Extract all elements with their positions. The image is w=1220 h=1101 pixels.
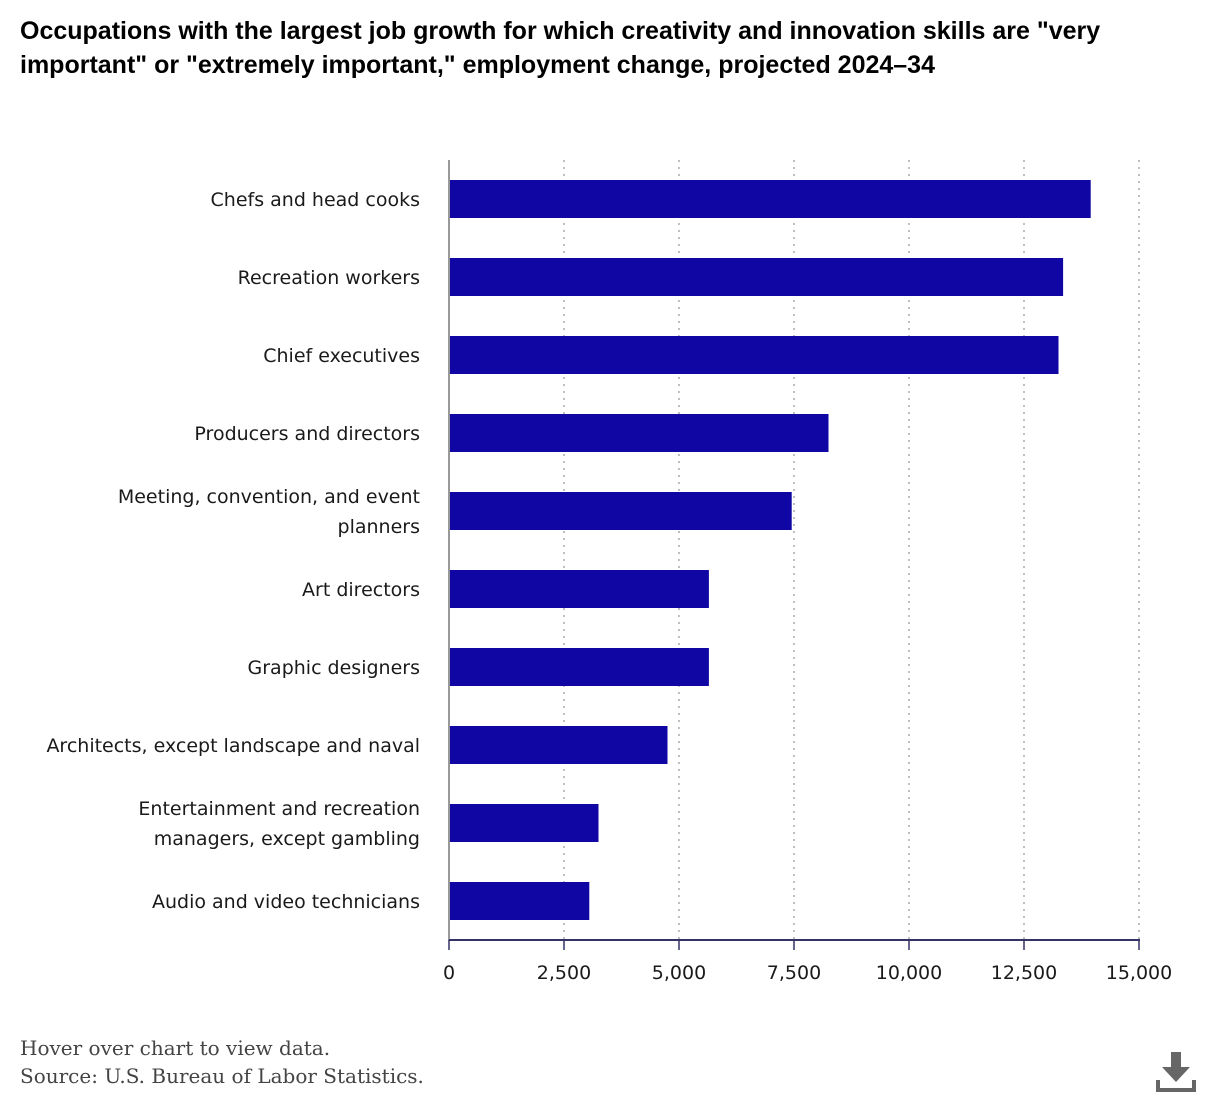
x-tick-labels: 0 2,500 5,000 7,500 10,000 12,500 15,000 bbox=[443, 962, 1172, 984]
category-label-line: Audio and video technicians bbox=[152, 891, 420, 913]
category-label-line: Entertainment and recreation bbox=[138, 798, 420, 820]
x-tick-label: 15,000 bbox=[1106, 962, 1172, 984]
category-label: Chefs and head cooks bbox=[211, 189, 420, 211]
category-label: Producers and directors bbox=[194, 423, 420, 445]
bar[interactable] bbox=[450, 414, 829, 452]
bar[interactable] bbox=[450, 882, 590, 920]
category-labels: Chefs and head cooks Recreation workers Ch… bbox=[46, 189, 420, 913]
category-label-line: Graphic designers bbox=[248, 657, 420, 679]
x-tick-label: 7,500 bbox=[767, 962, 821, 984]
category-label-line: Architects, except landscape and naval bbox=[46, 735, 420, 757]
bar[interactable] bbox=[450, 726, 668, 764]
bar[interactable] bbox=[450, 492, 792, 530]
source-note: Source: U.S. Bureau of Labor Statistics. bbox=[20, 1064, 424, 1088]
category-label: Entertainment and recreation managers, ex… bbox=[138, 798, 420, 850]
category-label-line: Meeting, convention, and event bbox=[118, 486, 420, 508]
chart-title: Occupations with the largest job growth … bbox=[20, 17, 1101, 79]
category-label-line: Art directors bbox=[302, 579, 420, 601]
category-label: Recreation workers bbox=[238, 267, 420, 289]
category-label-line: managers, except gambling bbox=[154, 828, 420, 850]
x-tick-label: 10,000 bbox=[876, 962, 942, 984]
x-tick-label: 0 bbox=[443, 962, 455, 984]
category-label: Chief executives bbox=[263, 345, 420, 367]
bar[interactable] bbox=[450, 336, 1059, 374]
x-axis bbox=[448, 160, 1140, 950]
bar[interactable] bbox=[450, 180, 1091, 218]
x-tick-label: 5,000 bbox=[652, 962, 706, 984]
bar[interactable] bbox=[450, 258, 1064, 296]
category-label-line: Producers and directors bbox=[194, 423, 420, 445]
category-label: Architects, except landscape and naval bbox=[46, 735, 420, 757]
category-label-line: planners bbox=[338, 516, 420, 538]
bar[interactable] bbox=[450, 648, 709, 686]
bar[interactable] bbox=[450, 804, 599, 842]
category-label: Audio and video technicians bbox=[152, 891, 420, 913]
bar[interactable] bbox=[450, 570, 709, 608]
hover-note: Hover over chart to view data. bbox=[20, 1036, 331, 1060]
category-label: Art directors bbox=[302, 579, 420, 601]
chart-footer: Hover over chart to view data. Source: U… bbox=[20, 1034, 424, 1090]
bars bbox=[450, 180, 1091, 920]
download-icon bbox=[1156, 1052, 1196, 1092]
category-label-line: Chief executives bbox=[263, 345, 420, 367]
category-label: Graphic designers bbox=[248, 657, 420, 679]
category-label: Meeting, convention, and event planners bbox=[118, 486, 420, 538]
category-label-line: Chefs and head cooks bbox=[211, 189, 420, 211]
category-label-line: Recreation workers bbox=[238, 267, 420, 289]
x-tick-label: 2,500 bbox=[537, 962, 591, 984]
bar-chart[interactable]: Chefs and head cooks Recreation workers Ch… bbox=[0, 0, 1220, 1000]
x-tick-label: 12,500 bbox=[991, 962, 1057, 984]
download-button[interactable] bbox=[1152, 1050, 1200, 1096]
